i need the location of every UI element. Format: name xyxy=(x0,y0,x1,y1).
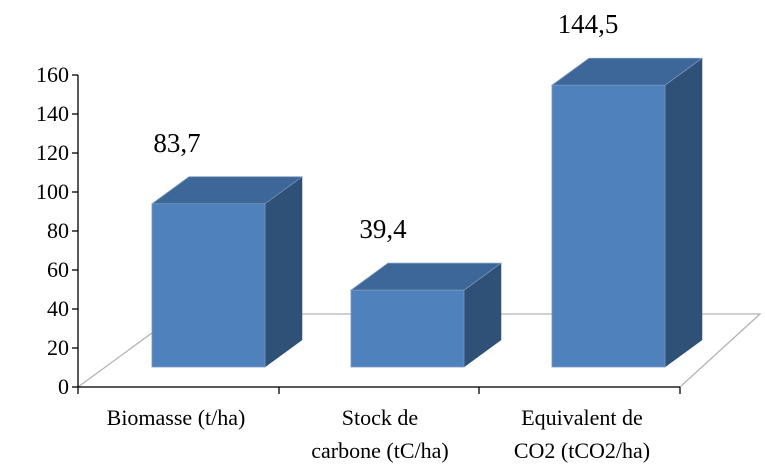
y-tick-label: 140 xyxy=(36,101,69,126)
y-tick-label: 160 xyxy=(36,62,69,87)
y-tick-label: 120 xyxy=(36,140,69,165)
y-tick-label: 80 xyxy=(47,218,69,243)
x-category-label: CO2 (tCO2/ha) xyxy=(514,438,650,463)
x-category-label: Biomasse (t/ha) xyxy=(107,405,246,430)
y-tick-label: 40 xyxy=(47,296,69,321)
bar xyxy=(550,57,704,368)
bar-side xyxy=(664,57,703,368)
data-label: 39,4 xyxy=(359,214,407,244)
x-category-label: carbone (tC/ha) xyxy=(311,438,448,463)
data-label: 144,5 xyxy=(558,9,619,39)
x-category-label: Stock de xyxy=(342,405,418,430)
y-tick-label: 60 xyxy=(47,257,69,282)
bar-front xyxy=(151,203,266,368)
bar-front xyxy=(551,84,666,368)
y-tick-label: 0 xyxy=(58,374,69,399)
data-label: 83,7 xyxy=(153,128,200,158)
x-category-label: Equivalent de xyxy=(521,405,643,430)
y-tick-label: 100 xyxy=(36,179,69,204)
bar xyxy=(150,176,304,368)
bar-front xyxy=(350,289,465,368)
y-tick-label: 20 xyxy=(47,335,69,360)
bar-side xyxy=(264,176,303,368)
bar xyxy=(349,262,503,368)
